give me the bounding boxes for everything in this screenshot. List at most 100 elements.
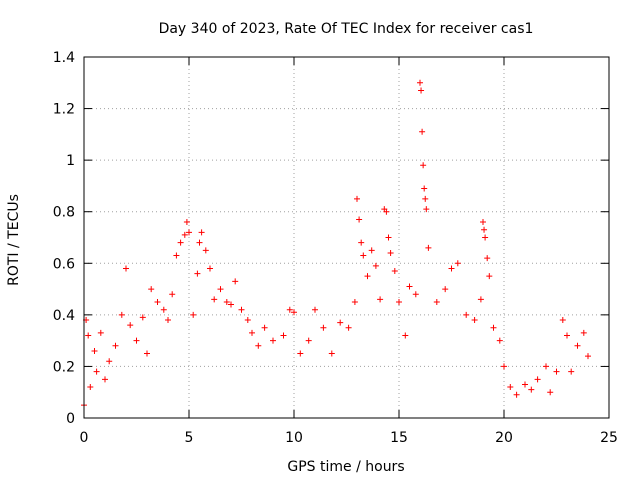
y-axis-label: ROTI / TECUs (6, 194, 22, 286)
data-point (372, 262, 379, 269)
data-point (421, 185, 428, 192)
data-point (377, 296, 384, 303)
data-point (328, 350, 335, 357)
data-point (102, 376, 108, 383)
data-point (383, 208, 390, 215)
data-point (423, 206, 430, 213)
data-point (417, 79, 423, 86)
data-point (196, 239, 203, 246)
data-point (194, 270, 201, 277)
data-point (425, 244, 432, 251)
x-axis-label: GPS time / hours (287, 459, 404, 475)
y-tick-label: 1 (66, 153, 75, 169)
x-tick-label: 10 (285, 430, 303, 446)
data-point (139, 314, 146, 321)
data-point (454, 260, 461, 267)
chart-title: Day 340 of 2023, Rate Of TEC Index for r… (159, 21, 534, 37)
data-point (484, 255, 491, 262)
data-point (356, 216, 363, 223)
data-point (85, 332, 92, 339)
data-point (553, 368, 560, 375)
data-point (507, 384, 514, 391)
data-point (148, 286, 155, 293)
y-tick-label: 0.2 (53, 359, 75, 375)
data-point (480, 219, 486, 226)
data-point (93, 368, 100, 375)
data-point (144, 350, 150, 357)
data-point (312, 306, 318, 313)
data-point (320, 324, 327, 331)
data-points (81, 79, 591, 409)
data-point (177, 239, 184, 246)
data-point (419, 128, 426, 135)
data-point (181, 231, 188, 238)
data-point (249, 329, 255, 336)
data-point (522, 381, 528, 388)
data-point (406, 283, 413, 290)
data-point (412, 291, 419, 298)
data-point (528, 386, 535, 393)
data-point (559, 317, 566, 324)
data-point (261, 324, 268, 331)
data-point (345, 324, 352, 331)
data-point (547, 389, 554, 396)
data-point (173, 252, 180, 259)
data-point (223, 298, 230, 305)
data-point (564, 332, 570, 339)
data-point (217, 286, 224, 293)
data-point (433, 298, 440, 305)
data-point (501, 363, 507, 370)
data-point (270, 337, 276, 344)
data-point (127, 322, 134, 329)
data-point (228, 301, 234, 308)
data-point (291, 309, 297, 316)
data-point (360, 252, 367, 259)
data-point (154, 298, 161, 305)
data-point (354, 195, 360, 202)
data-point (123, 265, 129, 272)
data-point (568, 368, 575, 375)
data-point (471, 317, 478, 324)
y-tick-label: 0.8 (53, 205, 75, 221)
data-point (534, 376, 541, 383)
data-point (490, 324, 497, 331)
data-point (118, 311, 125, 318)
data-point (496, 337, 503, 344)
data-point (186, 229, 192, 236)
data-point (297, 350, 304, 357)
data-point (198, 229, 205, 236)
data-point (112, 342, 119, 349)
data-point (481, 226, 488, 233)
data-point (477, 296, 484, 303)
data-point (385, 234, 392, 241)
data-point (482, 234, 489, 241)
data-point (396, 298, 402, 305)
data-point (207, 265, 213, 272)
data-point (133, 337, 140, 344)
data-point (255, 342, 262, 349)
grid-layer (84, 57, 609, 418)
data-point (463, 311, 470, 318)
y-tick-label: 1.4 (53, 50, 75, 66)
data-point (448, 265, 455, 272)
data-point (368, 247, 375, 254)
data-point (183, 219, 190, 226)
data-point (202, 247, 209, 254)
data-point (87, 384, 94, 391)
data-point (106, 358, 113, 365)
data-point (574, 342, 581, 349)
data-point (286, 306, 293, 313)
data-point (418, 87, 425, 94)
data-point (391, 268, 398, 275)
data-point (422, 195, 429, 202)
data-point (280, 332, 287, 339)
data-point (232, 278, 239, 285)
x-tick-label: 20 (495, 430, 513, 446)
data-point (190, 311, 197, 318)
y-tick-label: 1.2 (53, 102, 75, 118)
data-point (97, 329, 104, 336)
data-point (238, 306, 245, 313)
data-point (402, 332, 409, 339)
